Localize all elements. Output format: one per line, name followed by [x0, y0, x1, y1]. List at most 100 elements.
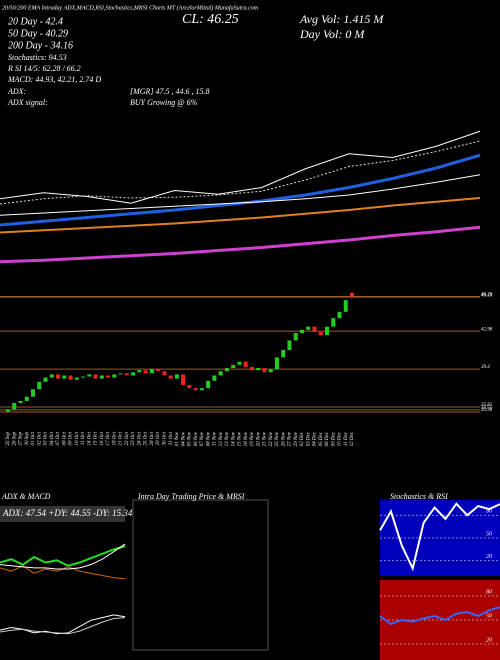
candle	[56, 374, 61, 379]
series-line	[379, 606, 500, 626]
x-tick-label: 02 Oct	[37, 431, 42, 445]
series-line	[0, 565, 126, 580]
series-line	[0, 545, 126, 567]
candle	[281, 350, 286, 358]
candle	[306, 326, 311, 330]
x-tick-label: 10 Dec	[338, 431, 343, 446]
candle	[124, 373, 129, 376]
candle	[49, 374, 54, 378]
candle	[287, 340, 292, 350]
y-tick-label: 80	[486, 589, 492, 595]
page-title: 20/50/200 EMA Intraday ADX,MACD,RSI,Stoc…	[2, 4, 259, 11]
adx-value: [MGR] 47.5 , 44.6 , 15.8	[130, 87, 210, 96]
x-tick-label: 06 Dec	[325, 431, 330, 446]
level-label: 39.4	[481, 365, 490, 370]
candle	[143, 370, 148, 374]
x-tick-label: 24 Oct	[137, 431, 142, 445]
stochastics: Stochastics: 94.53	[8, 53, 67, 62]
x-tick-label: 14 Oct	[87, 431, 92, 445]
candle	[162, 371, 167, 376]
candle	[68, 375, 73, 380]
candle	[343, 300, 348, 312]
series-line	[0, 543, 126, 570]
x-tick-label: 03 Dec	[306, 431, 311, 446]
x-tick-label: 01 Nov	[175, 431, 180, 446]
candle	[99, 375, 104, 379]
series-line	[0, 617, 126, 635]
y-tick-label: 50	[486, 613, 492, 619]
candle	[74, 377, 79, 380]
series-line	[0, 140, 481, 205]
rsi: R SI 14/5: 62.28 / 66.2	[7, 64, 81, 73]
x-tick-label: 14 Nov	[231, 431, 236, 446]
signal-label: ADX signal:	[7, 98, 48, 107]
x-tick-label: 18 Nov	[244, 431, 249, 446]
ma200: 200 Day - 34.16	[8, 40, 73, 51]
x-tick-label: 27 Nov	[288, 431, 293, 446]
candle	[24, 396, 29, 401]
x-tick-label: 21 Oct	[119, 431, 124, 445]
x-tick-label: 11 Dec	[344, 431, 349, 446]
candle	[268, 369, 273, 373]
x-tick-label: 11 Oct	[81, 431, 86, 445]
x-tick-label: 06 Nov	[194, 431, 199, 446]
y-tick-label: 80	[486, 509, 492, 515]
x-tick-label: 08 Nov	[206, 431, 211, 446]
candle	[81, 376, 86, 378]
x-tick-label: 04 Dec	[313, 431, 318, 446]
x-tick-label: 25 Oct	[144, 431, 149, 445]
x-tick-label: 04 Nov	[181, 431, 186, 446]
candle	[131, 372, 136, 376]
series-line	[0, 197, 481, 234]
candle	[187, 385, 192, 389]
candle	[62, 375, 67, 379]
x-tick-label: 09 Dec	[331, 431, 336, 446]
candle	[243, 361, 248, 367]
x-tick-label: 28 Oct	[150, 431, 155, 445]
adx-bar	[0, 506, 125, 522]
candle	[181, 374, 186, 385]
series-line	[379, 502, 500, 572]
x-tick-label: 02 Dec	[300, 431, 305, 446]
candle	[174, 374, 179, 379]
candle	[149, 369, 154, 374]
x-tick-label: 15 Oct	[94, 431, 99, 445]
ma50: 50 Day - 40.29	[8, 28, 68, 39]
candle	[43, 377, 48, 382]
x-tick-label: 30 Oct	[163, 431, 168, 445]
candle	[324, 326, 329, 336]
x-tick-label: 29 Nov	[294, 431, 299, 446]
candle	[299, 329, 304, 334]
x-tick-label: 17 Oct	[106, 431, 111, 445]
adx-label: ADX:	[7, 87, 27, 96]
candle	[193, 388, 198, 391]
candle	[249, 366, 254, 371]
candle	[224, 368, 229, 372]
candle	[87, 374, 92, 377]
candle	[274, 357, 279, 370]
candle	[212, 375, 217, 381]
x-tick-label: 25 Nov	[275, 431, 280, 446]
candle	[331, 318, 336, 327]
candle	[106, 375, 111, 378]
series-line	[0, 153, 481, 227]
candle	[312, 326, 317, 332]
x-tick-label: 11 Nov	[213, 431, 218, 446]
series-line	[0, 225, 481, 264]
y-tick-label: 20	[486, 637, 492, 643]
x-tick-label: 08 Oct	[62, 431, 67, 445]
x-tick-label: 29 Oct	[156, 431, 161, 445]
x-tick-label: 26 Sep	[12, 432, 17, 446]
x-tick-label: 01 Oct	[31, 431, 36, 445]
x-tick-label: 19 Nov	[250, 431, 255, 446]
candle	[93, 374, 98, 379]
x-tick-label: 13 Nov	[225, 431, 230, 446]
x-tick-label: 27 Sep	[19, 432, 24, 446]
x-tick-label: 05 Dec	[319, 431, 324, 446]
x-tick-label: 25 Sep	[6, 432, 11, 446]
candle	[231, 364, 236, 369]
level-label: 35.36	[481, 408, 493, 413]
candle	[31, 389, 36, 397]
candle	[262, 368, 267, 373]
y-tick-label: 20	[486, 554, 492, 560]
